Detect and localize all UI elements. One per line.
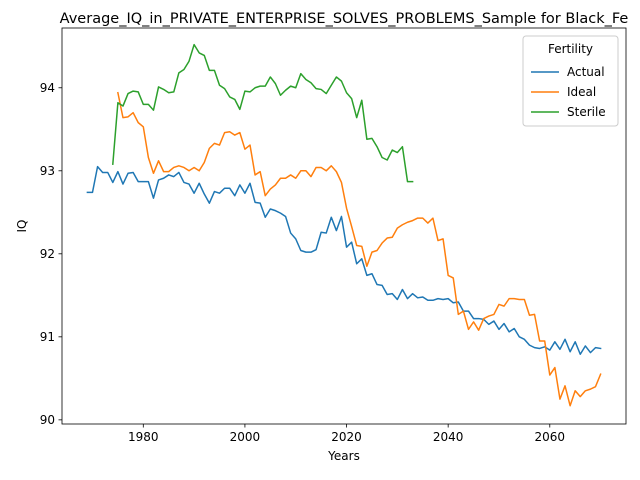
x-tick-label: 1980 — [128, 430, 159, 444]
chart-title: Average_IQ_in_PRIVATE_ENTERPRISE_SOLVES_… — [60, 11, 629, 27]
legend-label-actual: Actual — [567, 65, 605, 79]
x-tick-label: 2020 — [331, 430, 362, 444]
y-axis-ticks: 90 91 92 93 94 — [40, 81, 62, 427]
y-axis-title: IQ — [15, 220, 29, 233]
legend-label-sterile: Sterile — [567, 105, 606, 119]
y-tick-label: 93 — [40, 164, 55, 178]
series-line-actual — [86, 165, 602, 356]
axes-frame — [61, 27, 627, 425]
legend: Fertility Actual Ideal Sterile — [522, 35, 619, 127]
y-tick-label: 92 — [40, 247, 55, 261]
legend-box — [522, 35, 619, 127]
x-tick-label: 2040 — [433, 430, 464, 444]
y-tick-label: 91 — [40, 330, 55, 344]
x-tick-label: 2000 — [230, 430, 261, 444]
legend-label-ideal: Ideal — [567, 85, 596, 99]
plot-area: 1980 2000 2020 2040 2060 90 91 92 93 94 — [40, 27, 627, 444]
legend-items: Actual Ideal Sterile — [531, 65, 606, 119]
series-lines — [86, 43, 602, 407]
y-tick-label: 90 — [40, 413, 55, 427]
y-tick-label: 94 — [40, 81, 55, 95]
x-tick-label: 2060 — [535, 430, 566, 444]
series-line-ideal — [117, 91, 602, 407]
x-axis-ticks: 1980 2000 2020 2040 2060 — [128, 424, 565, 444]
x-axis-title: Years — [327, 449, 360, 463]
series-line-sterile — [112, 43, 414, 183]
legend-title: Fertility — [548, 42, 593, 56]
